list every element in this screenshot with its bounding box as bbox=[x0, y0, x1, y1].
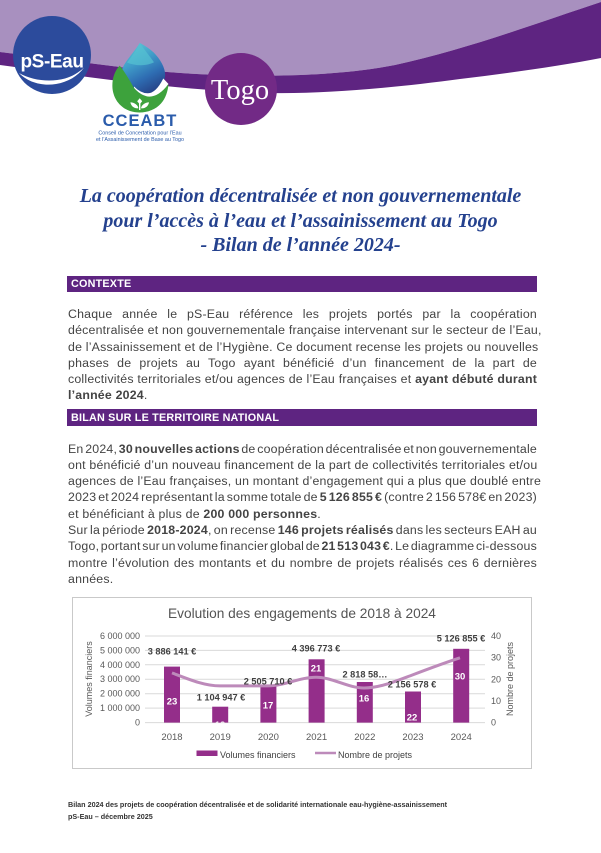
svg-text:30: 30 bbox=[491, 653, 501, 663]
svg-text:3 000 000: 3 000 000 bbox=[100, 674, 140, 684]
svg-text:2 000 000: 2 000 000 bbox=[100, 689, 140, 699]
svg-text:20: 20 bbox=[491, 674, 501, 684]
svg-text:2020: 2020 bbox=[258, 732, 279, 743]
svg-text:4 396 773 €: 4 396 773 € bbox=[292, 643, 341, 653]
svg-text:2 505 710 €: 2 505 710 € bbox=[244, 676, 293, 686]
svg-text:30: 30 bbox=[455, 671, 466, 682]
svg-text:6 000 000: 6 000 000 bbox=[100, 631, 140, 641]
svg-text:CCEABT: CCEABT bbox=[103, 112, 178, 130]
svg-text:12: 12 bbox=[215, 720, 226, 731]
svg-text:0: 0 bbox=[491, 718, 496, 728]
svg-text:21: 21 bbox=[311, 663, 322, 674]
svg-text:2019: 2019 bbox=[210, 732, 231, 743]
svg-text:Volumes financiers: Volumes financiers bbox=[84, 641, 94, 717]
svg-text:Conseil de Concertation pour l: Conseil de Concertation pour l’Eau bbox=[98, 131, 181, 137]
svg-text:pS-Eau: pS-Eau bbox=[20, 52, 83, 73]
svg-text:4 000 000: 4 000 000 bbox=[100, 660, 140, 670]
svg-text:2022: 2022 bbox=[354, 732, 375, 743]
svg-text:23: 23 bbox=[167, 696, 178, 707]
svg-text:Nombre de projets: Nombre de projets bbox=[338, 750, 413, 760]
svg-text:2 818 58…: 2 818 58… bbox=[343, 669, 388, 679]
svg-text:22: 22 bbox=[407, 712, 418, 723]
svg-text:1 000 000: 1 000 000 bbox=[100, 703, 140, 713]
svg-text:5 126 855 €: 5 126 855 € bbox=[437, 633, 486, 643]
svg-text:2023: 2023 bbox=[402, 732, 423, 743]
svg-text:Togo: Togo bbox=[211, 75, 269, 106]
svg-text:10: 10 bbox=[491, 696, 501, 706]
svg-text:17: 17 bbox=[263, 700, 274, 711]
svg-text:40: 40 bbox=[491, 631, 501, 641]
svg-text:2021: 2021 bbox=[306, 732, 327, 743]
svg-text:2018: 2018 bbox=[161, 732, 182, 743]
svg-text:3 886 141 €: 3 886 141 € bbox=[148, 646, 197, 656]
svg-text:et l’Assainissement de Base au: et l’Assainissement de Base au Togo bbox=[96, 137, 184, 143]
svg-text:16: 16 bbox=[359, 693, 370, 704]
svg-text:Volumes financiers: Volumes financiers bbox=[220, 750, 296, 760]
svg-text:2 156 578 €: 2 156 578 € bbox=[388, 679, 437, 689]
svg-text:Nombre de projets: Nombre de projets bbox=[505, 641, 515, 716]
svg-text:5 000 000: 5 000 000 bbox=[100, 645, 140, 655]
svg-text:0: 0 bbox=[135, 718, 140, 728]
svg-text:2024: 2024 bbox=[451, 732, 472, 743]
svg-text:1 104 947 €: 1 104 947 € bbox=[197, 692, 246, 702]
svg-text:Evolution des engagements de 2: Evolution des engagements de 2018 à 2024 bbox=[168, 606, 436, 621]
